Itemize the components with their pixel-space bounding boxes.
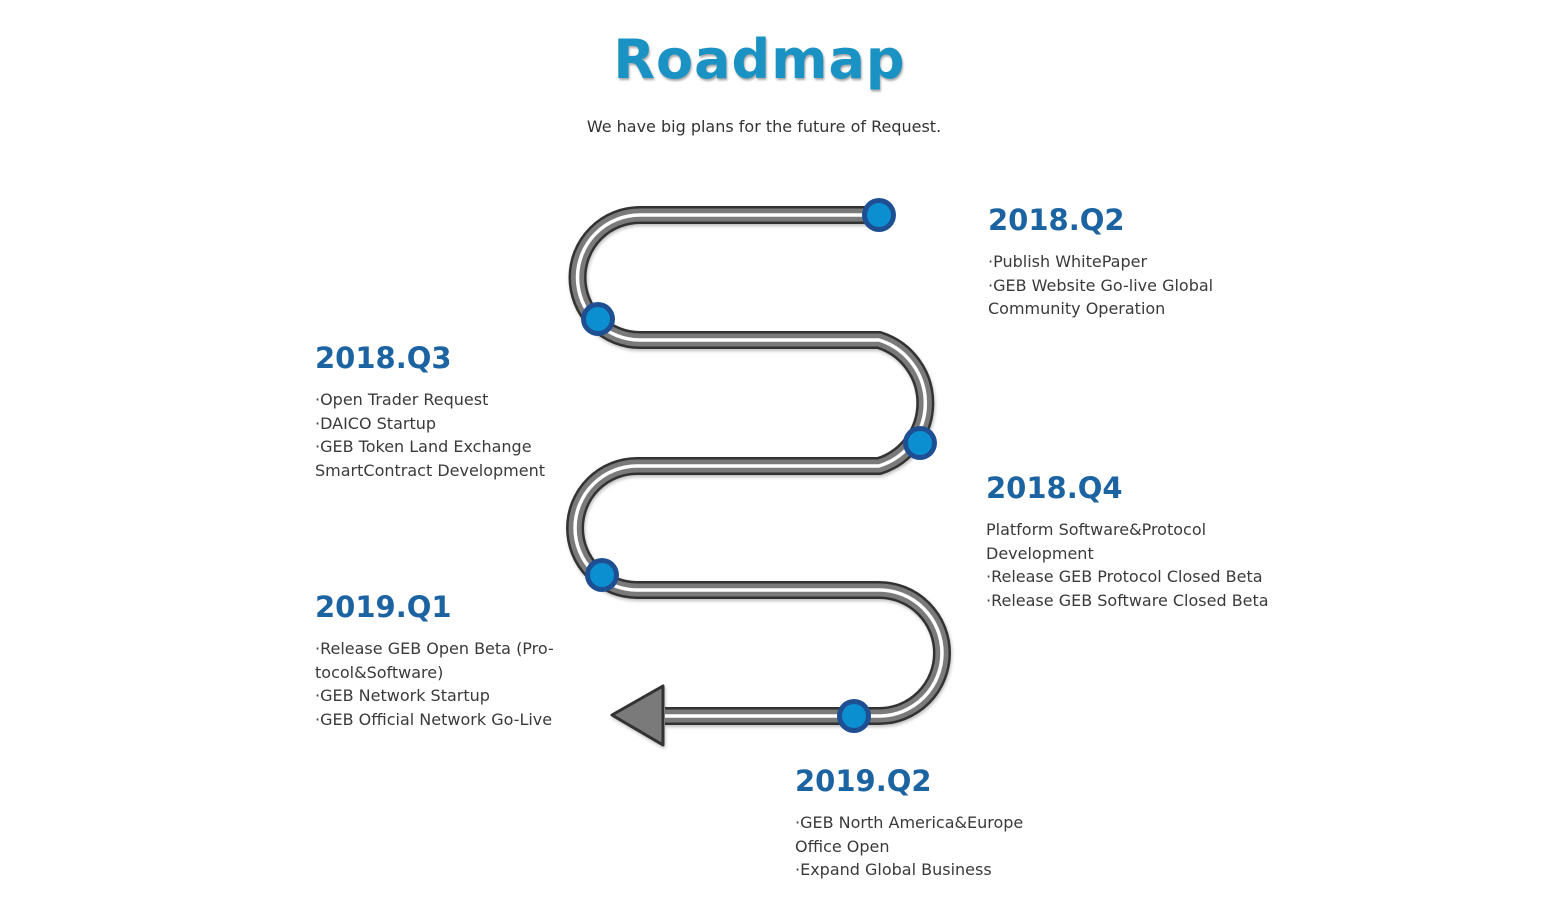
- milestone-quarter: 2018.Q3: [315, 341, 452, 375]
- milestone-node-2019q1: [585, 558, 619, 592]
- milestone-item: Development: [986, 543, 1094, 563]
- milestone-item: ·Release GEB Protocol Closed Beta: [986, 567, 1263, 586]
- milestone-item: ·Expand Global Business: [795, 860, 992, 879]
- milestone-item: Community Operation: [988, 299, 1166, 318]
- milestone-quarter: 2018.Q2: [988, 203, 1125, 237]
- milestone-item: ·GEB Official Network Go-Live: [315, 709, 553, 729]
- milestone-2019q2: 2019.Q2 ·GEB North America&Europe Office…: [795, 763, 1095, 882]
- milestone-item: tocol&Software): [315, 662, 444, 682]
- milestone-item: ·GEB Website Go-live Global: [988, 275, 1214, 295]
- arrow-head-icon: [610, 684, 665, 747]
- milestone-quarter: 2019.Q1: [315, 590, 452, 624]
- milestone-quarter: 2019.Q2: [795, 764, 932, 798]
- road-lane-line: [573, 213, 944, 718]
- milestone-2018q2: 2018.Q2 ·Publish WhitePaper ·GEB Website…: [988, 202, 1288, 321]
- milestone-quarter: 2018.Q4: [986, 471, 1123, 505]
- milestone-node-2018q2: [862, 198, 896, 232]
- milestone-2018q3: 2018.Q3 ·Open Trader Request ·DAICO Star…: [315, 340, 615, 482]
- milestone-2018q4: 2018.Q4 Platform Software&Protocol Devel…: [986, 470, 1286, 612]
- page-title: Roadmap: [613, 28, 906, 91]
- milestone-item: ·Open Trader Request: [315, 390, 489, 409]
- milestone-item: ·DAICO Startup: [315, 413, 437, 433]
- milestone-item: Platform Software&Protocol: [986, 520, 1207, 539]
- milestone-item: ·Release GEB Open Beta (Pro-: [315, 639, 554, 658]
- milestone-item: ·Publish WhitePaper: [988, 252, 1148, 271]
- milestone-2019q1: 2019.Q1 ·Release GEB Open Beta (Pro- toc…: [315, 589, 615, 731]
- milestone-item: ·GEB Network Startup: [315, 686, 490, 705]
- milestone-item: ·Release GEB Software Closed Beta: [986, 590, 1269, 610]
- milestone-node-2018q3: [581, 302, 615, 336]
- milestone-item: SmartContract Development: [315, 460, 546, 480]
- milestone-item: ·GEB Token Land Exchange: [315, 437, 532, 456]
- milestone-item: Office Open: [795, 836, 890, 856]
- milestone-node-2018q4: [903, 426, 937, 460]
- milestone-item: ·GEB North America&Europe: [795, 813, 1024, 832]
- milestone-node-2019q2: [837, 699, 871, 733]
- page-subtitle: We have big plans for the future of Requ…: [586, 117, 942, 136]
